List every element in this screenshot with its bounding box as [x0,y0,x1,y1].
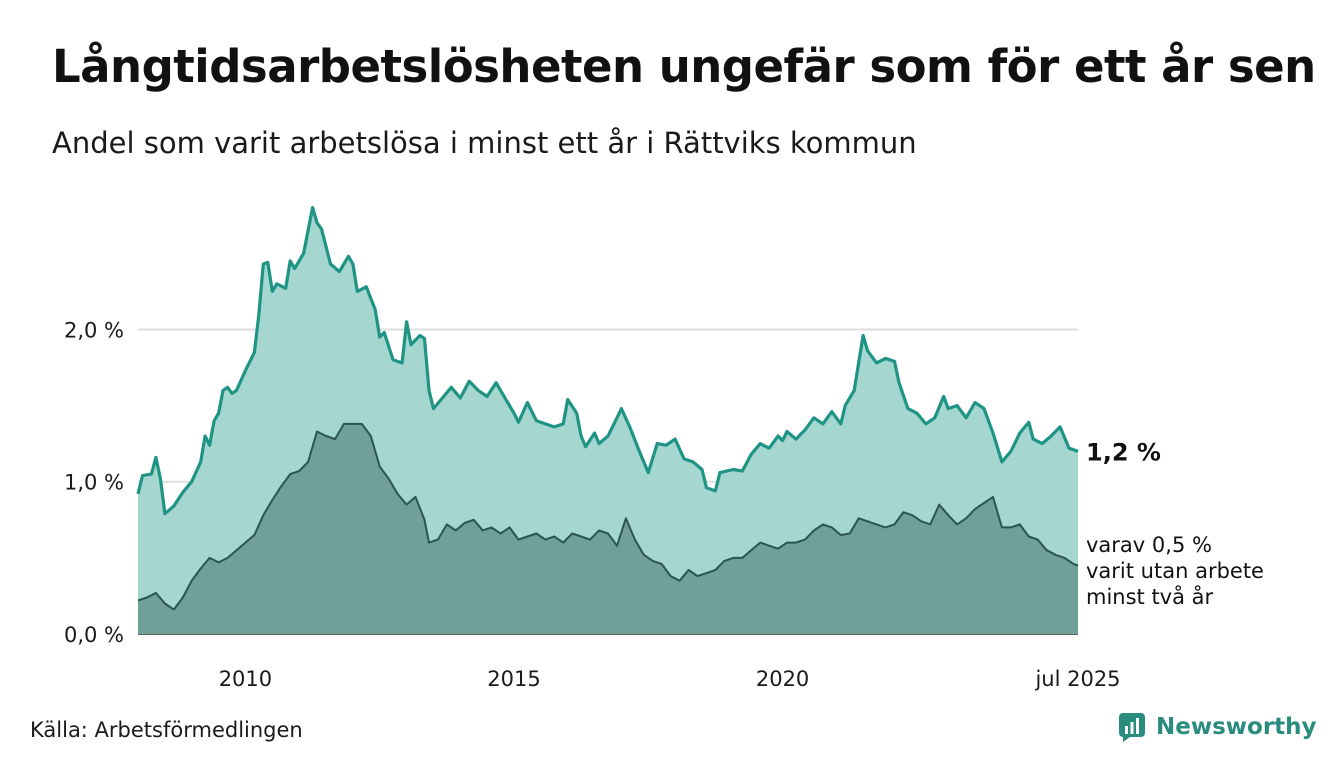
x-tick-label: 2010 [219,667,272,691]
y-tick-label: 2,0 % [64,318,124,342]
axis-labels: 0,0 % 1,0 % 2,0 % 2010 2015 2020 jul 2025 [64,318,1121,691]
chart-subtitle: Andel som varit arbetslösa i minst ett å… [52,126,917,160]
brand-name: Newsworthy [1156,714,1317,740]
line-two_years [137,422,1079,611]
line-total [136,206,1079,516]
y-tick-label: 1,0 % [64,471,124,495]
end-label-total: 1,2 % [1086,438,1161,466]
chart-title: Långtidsarbetslösheten ungefär som för e… [52,40,1316,93]
source-note: Källa: Arbetsförmedlingen [30,718,303,742]
x-tick-label: jul 2025 [1034,667,1120,691]
end-label-sub-line: varit utan arbete [1086,559,1264,583]
area-layer [136,206,1079,634]
end-label-sub-line: minst två år [1086,584,1214,609]
y-tick-label: 0,0 % [64,623,124,647]
newsworthy-logo-icon [1119,713,1145,742]
x-tick-label: 2020 [756,667,809,691]
x-tick-label: 2015 [487,667,540,691]
brand-logo[interactable]: Newsworthy [1118,712,1317,742]
area-two_years [138,423,1078,634]
end-label-sub-line: varav 0,5 % [1086,533,1212,557]
